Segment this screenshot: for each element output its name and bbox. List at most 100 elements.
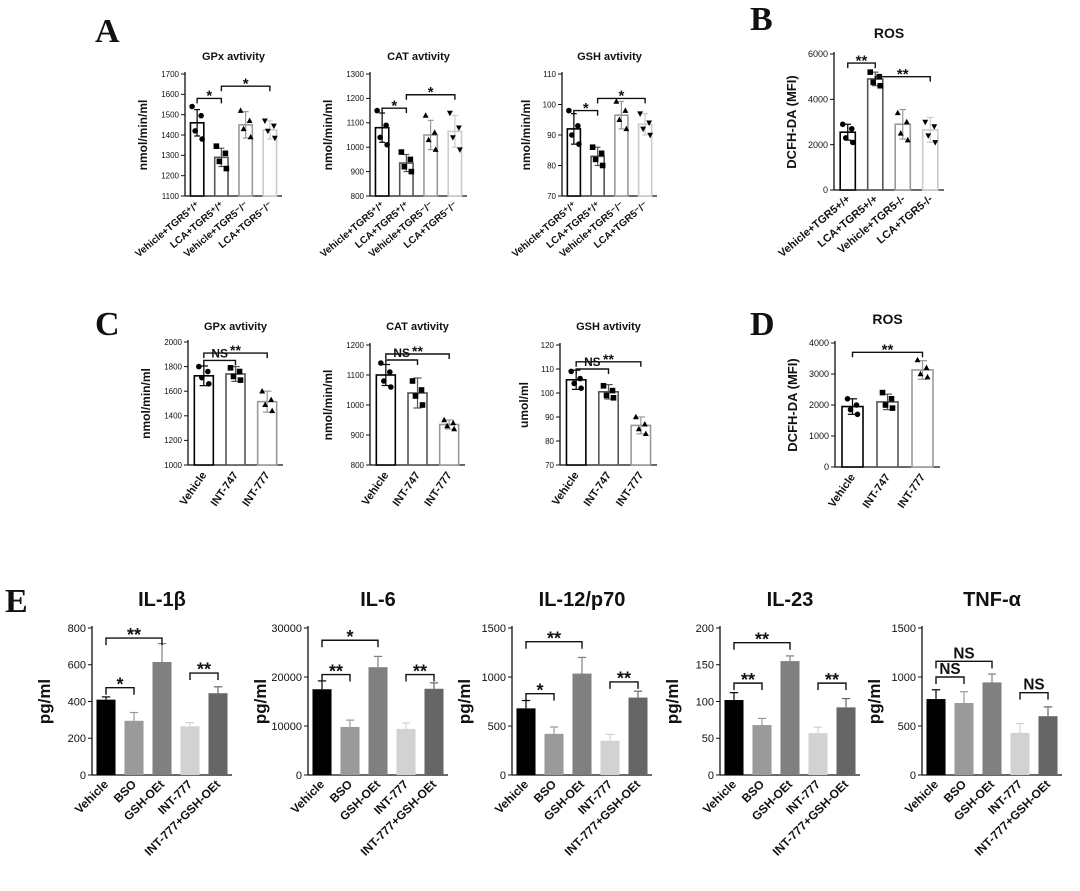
chart-c3-data-point: [642, 430, 649, 437]
chart-a1-data-point: [270, 123, 277, 130]
chart-c1-ytick-label: 1200: [164, 436, 182, 445]
chart-c2-ytick-label: 1100: [347, 371, 365, 380]
chart-a2-data-point: [408, 168, 415, 175]
chart-e3-bar: [628, 697, 648, 775]
chart-a1-data-point: [223, 165, 230, 172]
chart-e5-ylabel: pg/ml: [865, 679, 884, 724]
chart-c3-ytick-label: 100: [541, 389, 555, 398]
chart-e3-ylabel: pg/ml: [455, 679, 474, 724]
chart-c2-ytick-label: 1200: [346, 341, 364, 350]
chart-b-significance-label: **: [856, 52, 868, 69]
chart-c3-data-point: [635, 425, 642, 432]
chart-c1-data-point: [236, 368, 243, 375]
chart-d-ylabel: DCFH-DA (MFI): [785, 358, 800, 451]
chart-e5-bar: [954, 702, 974, 775]
chart-a1-data-point: [189, 103, 195, 110]
chart-a1-data-point: [198, 112, 204, 119]
panel-letter-d: D: [750, 306, 775, 343]
chart-a2-data-point: [449, 135, 456, 141]
chart-e5-ytick-label: 500: [898, 721, 916, 733]
chart-a2-ytick-label: 1200: [346, 94, 364, 103]
chart-a2-data-point: [455, 125, 462, 131]
chart-e2-bar: [340, 726, 360, 775]
chart-a3-ytick-label: 70: [547, 192, 556, 201]
chart-e3-bar: [572, 673, 592, 775]
chart-c3-data-point: [600, 383, 607, 389]
chart-c1-data-point: [199, 374, 205, 381]
chart-b-data-point: [877, 82, 884, 89]
chart-c3-bar: [597, 390, 619, 466]
chart-c1-ytick-label: 2000: [164, 338, 182, 347]
chart-c1-bar: [225, 373, 246, 466]
chart-c3-category-label: INT-777: [614, 470, 646, 509]
chart-e1-significance-bracket: [105, 687, 135, 695]
chart-e3-ytick-label: 500: [488, 721, 506, 733]
chart-c2-title: CAT avtivity: [386, 321, 450, 333]
chart-c3-data-point: [603, 392, 610, 399]
chart-c3-ytick-label: 110: [541, 365, 554, 374]
chart-d-bar: [911, 369, 934, 468]
chart-c1-data-point: [259, 387, 266, 394]
chart-c3-title: GSH avtivity: [576, 321, 642, 333]
chart-d-data-point: [882, 402, 889, 408]
chart-b-data-point: [839, 121, 846, 128]
chart-d-bar: [876, 401, 899, 468]
chart-d-ytick-label: 2000: [809, 400, 829, 410]
chart-e1-bar: [124, 720, 144, 775]
chart-e1-title: IL-1β: [138, 589, 186, 611]
chart-c2-data-point: [418, 387, 425, 393]
chart-a2-ytick-label: 1000: [346, 143, 364, 152]
chart-a3-ytick-label: 100: [543, 100, 557, 109]
panel-letter-c: C: [95, 306, 120, 343]
chart-b-data-point: [904, 136, 911, 143]
chart-b-data-point: [932, 140, 939, 146]
chart-b-ylabel: DCFH-DA (MFI): [784, 75, 799, 168]
chart-b-title: ROS: [874, 25, 904, 41]
chart-c3-data-point: [571, 380, 577, 387]
chart-e4-ytick-label: 0: [708, 770, 714, 782]
chart-d-data-point: [888, 396, 895, 402]
chart-a1-significance-label: *: [243, 75, 249, 92]
chart-c3-ytick-label: 120: [541, 341, 555, 350]
chart-e4-ytick-label: 150: [696, 660, 714, 672]
chart-c1-data-point: [268, 396, 275, 403]
chart-e1-ytick-label: 400: [68, 696, 86, 708]
chart-e3-title: IL-12/p70: [539, 589, 626, 611]
chart-c2-ytick-label: 800: [351, 461, 365, 470]
chart-e2-significance-bracket: [321, 673, 351, 682]
chart-c3-ytick-label: 70: [545, 461, 554, 470]
chart-e2-title: IL-6: [360, 589, 396, 611]
chart-c2-data-point: [388, 384, 394, 390]
chart-e5-ytick-label: 1500: [892, 623, 916, 635]
chart-a2-data-point: [432, 146, 439, 152]
chart-e4-bar: [780, 661, 800, 775]
chart-e2-bar: [312, 689, 332, 775]
chart-a3-data-point: [592, 156, 599, 163]
chart-d-ytick-label: 4000: [809, 338, 829, 348]
chart-c2-data-point: [409, 378, 416, 384]
chart-a3-data-point: [589, 144, 596, 150]
chart-b-data-point: [931, 124, 938, 130]
chart-c1-data-point: [227, 365, 234, 371]
chart-e1-ylabel: pg/ml: [35, 679, 54, 724]
chart-d-data-point: [889, 405, 896, 411]
chart-e4-bar: [836, 707, 856, 775]
chart-a1-data-point: [247, 133, 254, 140]
chart-a2-ylabel: nmol/min/ml: [321, 100, 335, 171]
chart-c1-significance-bracket: [203, 359, 237, 366]
chart-c1-category-label: Vehicle: [178, 470, 210, 508]
chart-e3-ytick-label: 0: [500, 770, 506, 782]
chart-e3-bar: [516, 708, 536, 775]
chart-a2-data-point: [425, 136, 432, 143]
chart-a1-ytick-label: 1400: [161, 131, 179, 140]
chart-e3-ytick-label: 1000: [482, 672, 506, 684]
chart-a2-data-point: [384, 141, 390, 148]
chart-c2-significance-label: NS: [393, 346, 410, 360]
chart-a1-significance-bracket: [220, 85, 271, 92]
chart-b-data-point: [903, 118, 910, 125]
chart-d-data-point: [847, 406, 854, 413]
chart-a2-significance-bracket: [405, 94, 456, 100]
chart-c2-significance-bracket: [385, 353, 450, 359]
chart-c2-data-point: [419, 402, 426, 408]
chart-c2-ylabel: nmol/min/ml: [321, 370, 335, 441]
